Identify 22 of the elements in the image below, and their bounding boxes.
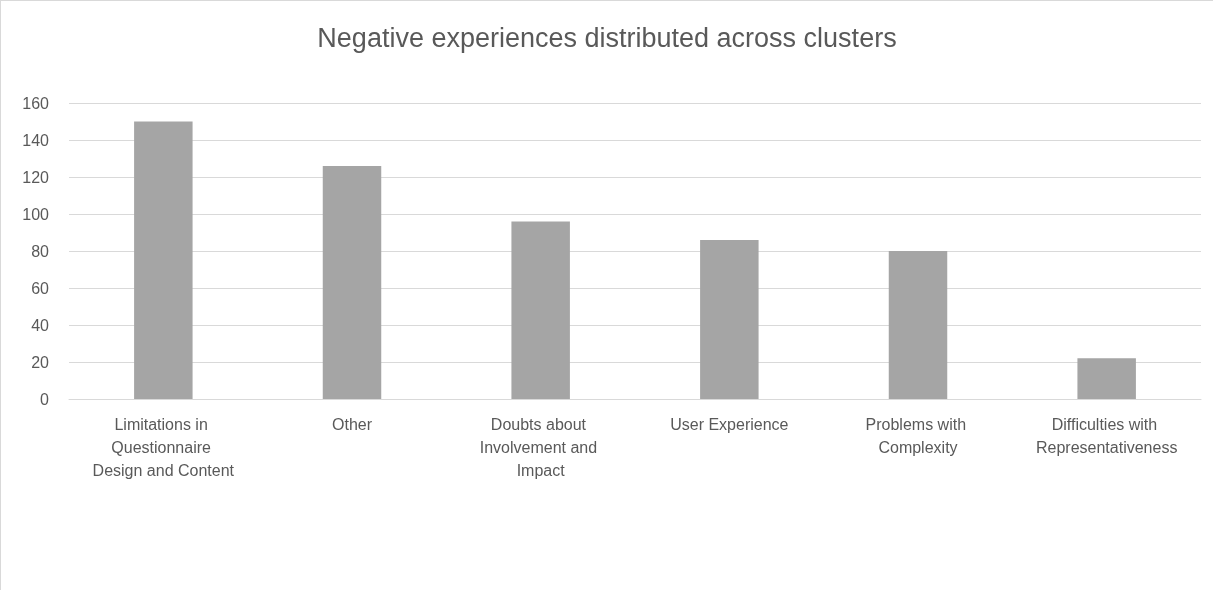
bar — [888, 251, 948, 399]
x-tick-label: Doubts about Involvement and Impact — [479, 416, 602, 479]
y-tick-label: 160 — [22, 94, 50, 112]
bar — [511, 221, 570, 399]
bar — [322, 165, 382, 399]
y-tick-label: 60 — [31, 279, 50, 297]
y-tick-label: 100 — [22, 205, 50, 223]
y-tick-label: 20 — [31, 353, 50, 371]
y-tick-label: 0 — [40, 390, 50, 408]
chart-title: Negative experiences distributed across clusters — [317, 22, 897, 53]
bar — [134, 121, 193, 399]
x-tick-label: Difficulties with Representativeness — [1035, 416, 1178, 456]
x-tick-label: Other — [331, 416, 373, 433]
y-tick-label: 140 — [22, 131, 50, 149]
y-tick-label: 80 — [31, 242, 50, 260]
y-tick-label: 120 — [22, 168, 50, 186]
bar — [700, 239, 759, 399]
y-tick-label: 40 — [31, 316, 50, 334]
x-tick-label: User Experience — [670, 416, 789, 433]
x-tick-label: Problems with Complexity — [865, 416, 971, 456]
x-tick-label: Limitations in Questionnaire Design and Content — [92, 416, 235, 479]
bar — [1077, 358, 1136, 399]
